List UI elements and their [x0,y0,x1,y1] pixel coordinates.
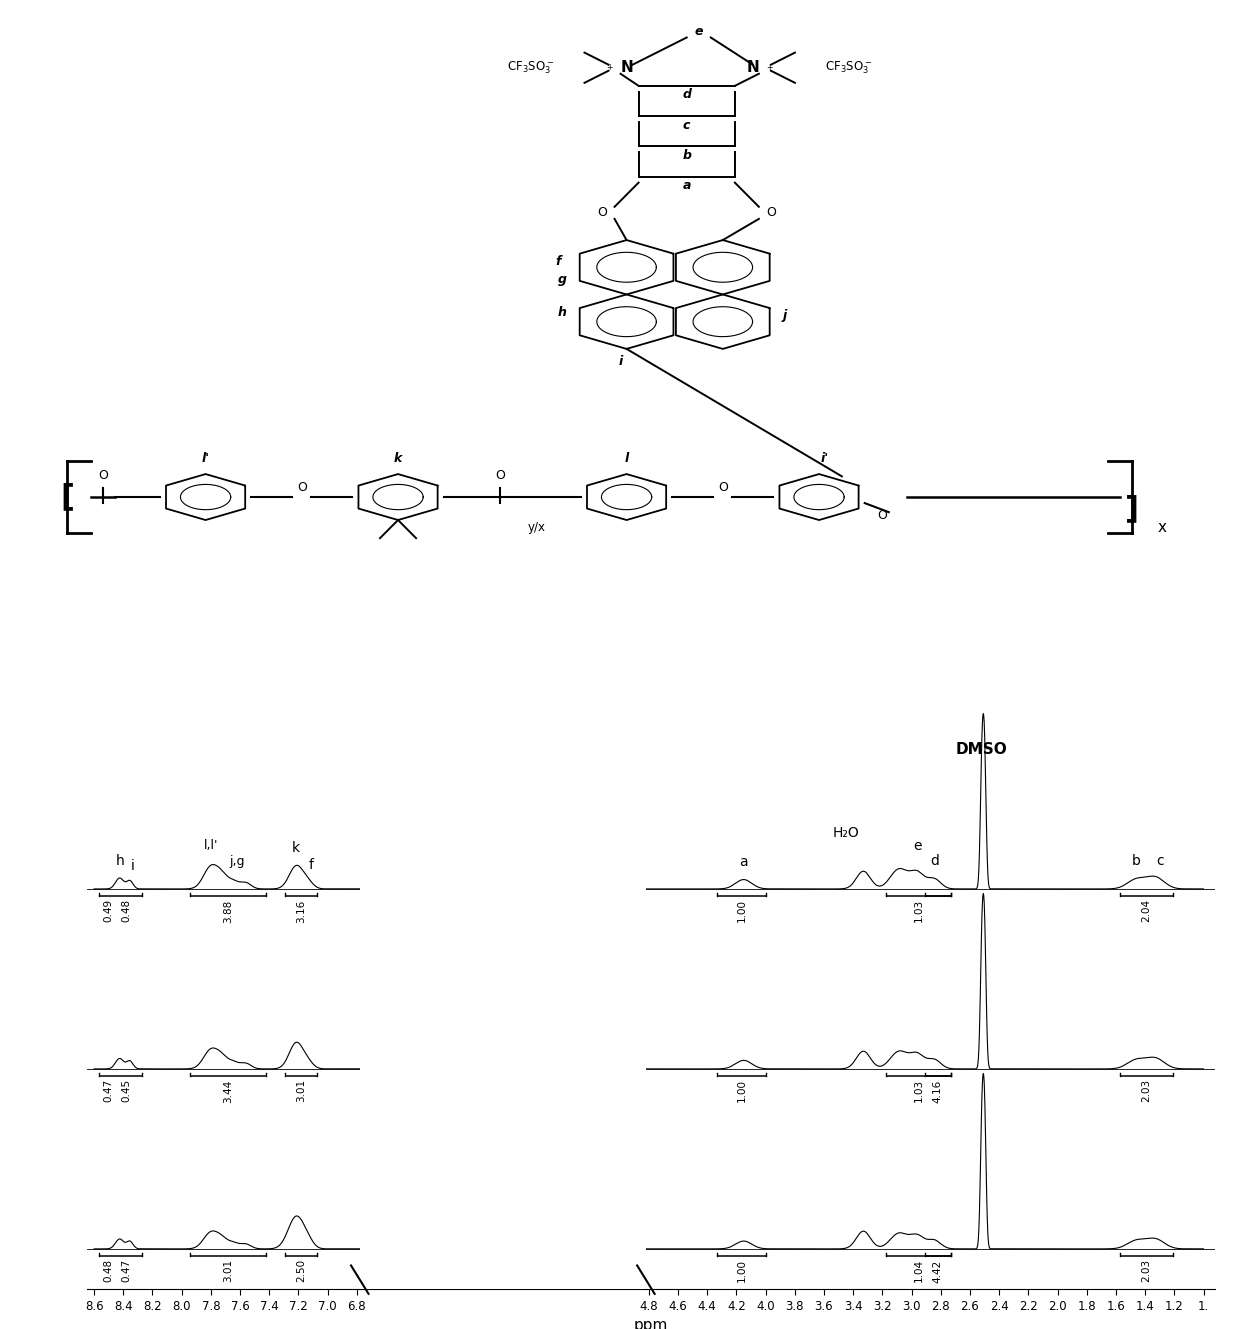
Text: c: c [683,118,691,132]
Text: N: N [620,60,632,76]
Text: 3.01: 3.01 [223,1260,233,1282]
Text: h: h [115,853,124,868]
Text: x: x [1157,520,1167,534]
Text: $^+$: $^+$ [765,62,774,73]
Text: i': i' [821,452,830,465]
Text: 3.44: 3.44 [223,1079,233,1103]
Text: e: e [913,839,921,853]
Text: 1.00: 1.00 [738,1260,748,1282]
Text: i: i [131,859,135,873]
Text: j: j [782,310,787,322]
Text: 4.42: 4.42 [932,1260,942,1282]
Text: 1.03: 1.03 [914,1079,924,1103]
Text: 2.03: 2.03 [1142,1079,1152,1103]
Text: b: b [1132,853,1141,868]
Text: 0.48: 0.48 [122,900,131,922]
Text: d: d [682,89,691,101]
Text: 1.04: 1.04 [914,1260,924,1282]
Text: 0.47: 0.47 [104,1079,114,1103]
Text: $^+$: $^+$ [605,62,615,73]
Text: [: [ [61,482,74,512]
Bar [360,614,646,1313]
Text: O: O [718,481,728,494]
Text: i: i [619,355,622,368]
Text: f: f [309,857,314,872]
Text: d: d [930,853,939,868]
Text: 2.50: 2.50 [296,1260,306,1282]
Text: c) y/x=2.0: c) y/x=2.0 [474,865,557,880]
Text: b) y/x=1.5: b) y/x=1.5 [474,1046,558,1061]
Text: h: h [558,306,567,319]
Text: 2.04: 2.04 [1142,900,1152,922]
Text: e: e [694,25,703,39]
Text: O: O [598,206,608,219]
Text: a: a [682,179,691,193]
Text: k: k [394,452,402,465]
Text: j,g: j,g [229,855,246,868]
Text: a) y/x=1.0: a) y/x=1.0 [474,1225,558,1240]
Text: O: O [98,469,108,482]
Text: O: O [766,206,776,219]
Text: c: c [1156,855,1163,868]
X-axis label: ppm: ppm [634,1318,668,1329]
Text: O: O [495,469,505,482]
Text: 3.01: 3.01 [296,1079,306,1103]
Text: l: l [625,452,629,465]
Text: b: b [682,149,691,162]
Text: l,l': l,l' [203,839,218,852]
Text: 2.03: 2.03 [1142,1260,1152,1282]
Text: a: a [739,855,748,869]
Text: 1.00: 1.00 [738,900,748,922]
Text: f: f [556,255,560,267]
Text: k: k [293,841,300,855]
Text: ]: ] [1125,494,1138,524]
Text: H₂O: H₂O [832,827,859,840]
Text: O: O [877,509,887,522]
Text: 4.16: 4.16 [932,1079,942,1103]
Text: y/x: y/x [527,521,546,534]
Text: 1.00: 1.00 [738,1079,748,1102]
Text: 0.47: 0.47 [122,1260,131,1282]
Text: CF$_3$SO$_3^-$: CF$_3$SO$_3^-$ [825,60,872,76]
Text: N: N [746,60,759,76]
Text: 1.03: 1.03 [914,900,924,922]
Text: DMSO: DMSO [955,742,1007,756]
Text: g: g [558,272,567,286]
Text: O: O [296,481,306,494]
Text: 0.45: 0.45 [122,1079,131,1103]
Text: 0.48: 0.48 [104,1260,114,1282]
Text: 3.16: 3.16 [296,900,306,922]
Text: CF$_3$SO$_3^-$: CF$_3$SO$_3^-$ [507,60,554,76]
Text: 3.88: 3.88 [223,900,233,922]
Text: l': l' [202,452,210,465]
Text: 0.49: 0.49 [104,900,114,922]
